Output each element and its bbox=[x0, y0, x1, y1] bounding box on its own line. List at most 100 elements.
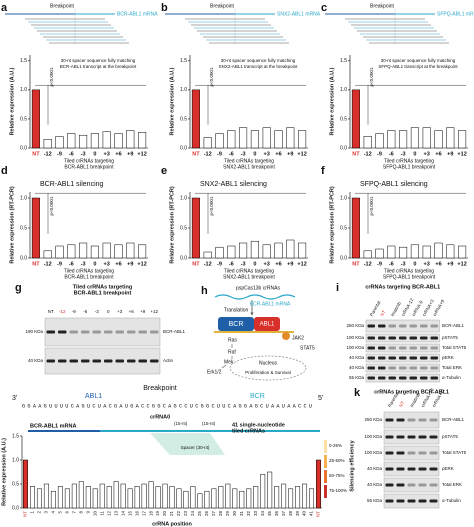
blot-band bbox=[409, 376, 417, 380]
blot-band bbox=[367, 324, 375, 328]
blot-band bbox=[138, 330, 147, 334]
right-axis-title: Silencing efficiency bbox=[349, 439, 355, 491]
bar bbox=[434, 242, 443, 259]
x-tick-label: +9 bbox=[287, 151, 293, 157]
bar bbox=[295, 486, 301, 509]
blot-band bbox=[367, 356, 375, 360]
lane-label: +12 bbox=[150, 309, 158, 314]
blot-band bbox=[396, 451, 405, 455]
blot-band bbox=[418, 435, 427, 439]
chart-title: BCR-ABL1 silencing bbox=[40, 181, 104, 188]
x-tick-label: 39 bbox=[295, 511, 300, 517]
x-tick-label: +3 bbox=[104, 261, 110, 267]
row-label: α-Tubulin bbox=[442, 375, 461, 380]
y-tick-label: 1.5 bbox=[12, 433, 19, 439]
blot-band bbox=[115, 359, 124, 363]
bar bbox=[253, 486, 259, 509]
blot-band bbox=[58, 359, 67, 363]
label: Mek bbox=[224, 359, 234, 365]
blot-band bbox=[430, 356, 438, 360]
bar bbox=[298, 130, 307, 149]
bar bbox=[126, 242, 135, 259]
panel-letter: c bbox=[321, 2, 327, 14]
bar bbox=[239, 242, 248, 259]
bar bbox=[29, 486, 35, 509]
x-tick-label: NT bbox=[32, 151, 40, 157]
blot-band bbox=[150, 359, 159, 363]
y-tick-label: 0.5 bbox=[340, 225, 347, 231]
bar bbox=[274, 130, 283, 149]
x-tick-label: 0 bbox=[93, 261, 96, 267]
bar bbox=[99, 483, 105, 509]
blot-band bbox=[378, 366, 386, 370]
row-label: pSTAT5 bbox=[442, 335, 458, 340]
x-axis-label: Tiled crRNAs targeting bbox=[224, 268, 274, 274]
lane-label: NT bbox=[398, 400, 405, 408]
lane-label: NT bbox=[379, 309, 386, 317]
bar bbox=[79, 134, 88, 149]
x-axis-label: BCR-ABL1 breakpoint bbox=[64, 274, 114, 280]
bar bbox=[399, 246, 408, 259]
row-label: Total STAT5 bbox=[442, 345, 467, 350]
bar bbox=[422, 127, 431, 149]
bar bbox=[162, 483, 168, 509]
blot-band bbox=[399, 376, 407, 380]
blot-band bbox=[430, 366, 438, 370]
label: Breakpoint bbox=[143, 385, 177, 392]
x-axis-label: Tiled crRNAs targeting bbox=[224, 158, 274, 164]
blot-band bbox=[127, 359, 136, 363]
x-tick-label: -12 bbox=[204, 261, 212, 267]
breakpoint-label: Breakpoint bbox=[50, 3, 75, 9]
blot-band bbox=[46, 330, 55, 334]
blot-band bbox=[407, 451, 416, 455]
x-tick-label: +3 bbox=[424, 261, 430, 267]
blot-band bbox=[430, 376, 438, 380]
x-tick-label: NT bbox=[32, 261, 40, 267]
mrna-label: BCR-ABL1 mRNA bbox=[117, 11, 158, 17]
label: BCR bbox=[250, 393, 265, 400]
bar bbox=[120, 483, 126, 509]
x-tick-label: -3 bbox=[241, 261, 246, 267]
blot-band bbox=[58, 330, 67, 334]
blot-band bbox=[69, 330, 78, 334]
y-tick-label: 1.0 bbox=[180, 195, 187, 201]
blot-band bbox=[409, 366, 417, 370]
x-axis-label: SFPQ-ABL1 breakpoint bbox=[383, 274, 436, 280]
blot-band bbox=[385, 451, 394, 455]
x-tick-label: 7 bbox=[72, 511, 77, 514]
chart-title: SNX2-ABL1 silencing bbox=[200, 181, 267, 188]
x-tick-label: 30 bbox=[232, 511, 237, 517]
y-tick-label: 1.0 bbox=[340, 87, 347, 93]
x-tick-label: -3 bbox=[241, 151, 246, 157]
bar bbox=[215, 246, 224, 259]
marker-label: 100 KDa bbox=[364, 434, 382, 439]
blot-band bbox=[388, 366, 396, 370]
blot-band bbox=[378, 356, 386, 360]
x-tick-label: -6 bbox=[389, 151, 394, 157]
annotation: p<0.0001 bbox=[209, 196, 214, 215]
x-tick-label: 28 bbox=[218, 511, 223, 517]
blot-band bbox=[399, 324, 407, 328]
x-tick-label: -6 bbox=[229, 151, 234, 157]
label: 5' bbox=[318, 395, 323, 402]
x-tick-label: 11 bbox=[99, 511, 104, 516]
bar bbox=[106, 486, 112, 509]
blot-band bbox=[388, 346, 396, 350]
blot-band bbox=[409, 356, 417, 360]
bar bbox=[23, 459, 28, 509]
x-tick-label: +12 bbox=[297, 261, 306, 267]
bar bbox=[274, 486, 280, 509]
x-tick-label: NT bbox=[352, 151, 360, 157]
blot-band bbox=[367, 336, 375, 340]
bar bbox=[458, 245, 467, 259]
blot-band bbox=[385, 418, 394, 422]
label: STAT5 bbox=[300, 345, 315, 351]
row-label: Total ERK bbox=[442, 482, 462, 487]
x-tick-label: 32 bbox=[246, 511, 251, 517]
blot-band bbox=[407, 435, 416, 439]
panel-letter: i bbox=[336, 282, 339, 294]
bar bbox=[191, 197, 200, 259]
label: 3' bbox=[12, 395, 17, 402]
label: JAK2 bbox=[292, 335, 304, 341]
blot-band bbox=[407, 467, 416, 471]
